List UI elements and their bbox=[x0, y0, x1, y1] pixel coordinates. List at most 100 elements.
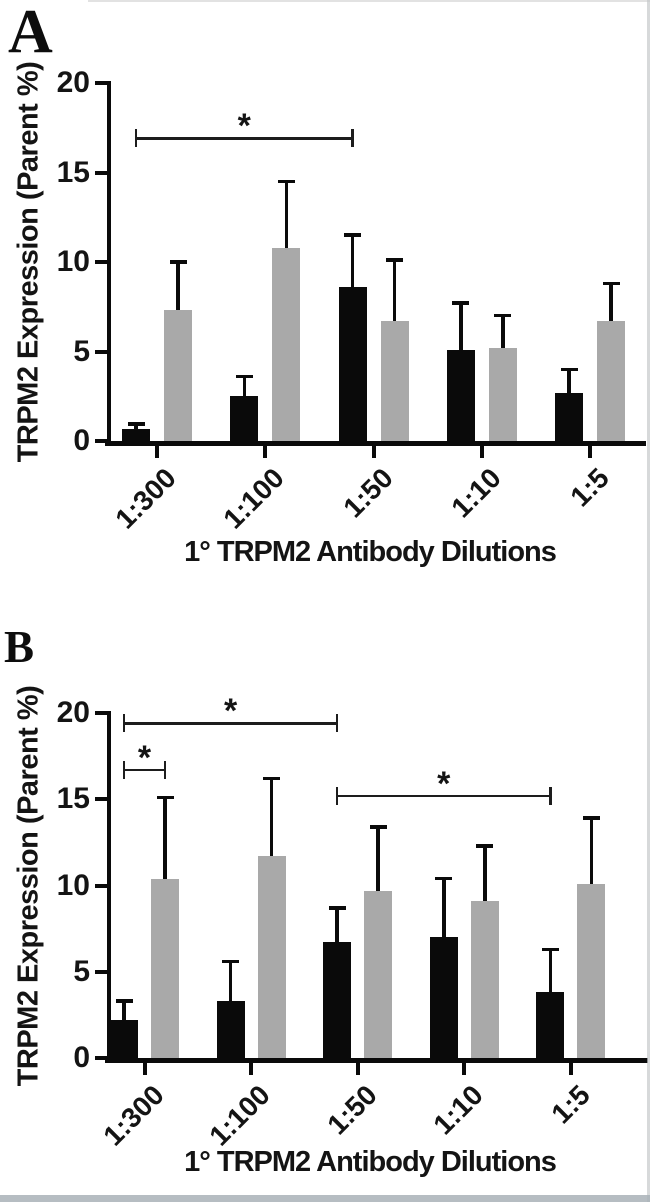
y-axis bbox=[107, 81, 111, 446]
error-bar bbox=[483, 845, 487, 901]
x-tick bbox=[371, 446, 376, 458]
y-tick-label: 15 bbox=[56, 782, 90, 816]
black-bar bbox=[110, 1020, 138, 1060]
gray-bar bbox=[380, 321, 409, 443]
error-bar-cap bbox=[560, 367, 578, 372]
error-bar-cap bbox=[169, 260, 187, 264]
error-bar bbox=[176, 262, 180, 311]
error-bar bbox=[609, 283, 613, 322]
x-tick bbox=[142, 1063, 147, 1075]
x-tick bbox=[263, 446, 268, 458]
error-bar bbox=[548, 949, 553, 993]
y-tick bbox=[95, 797, 107, 802]
black-bar bbox=[338, 287, 367, 443]
scan-artifact-bottom-edge bbox=[0, 1195, 650, 1202]
black-bar bbox=[323, 942, 352, 1060]
error-bar bbox=[269, 778, 274, 857]
error-bar-cap bbox=[127, 422, 145, 426]
significance-bracket-line bbox=[136, 137, 353, 140]
x-axis bbox=[105, 1058, 648, 1063]
significance-star: * bbox=[237, 107, 251, 146]
x-tick bbox=[462, 1063, 467, 1075]
black-bar bbox=[230, 396, 259, 443]
plot-area: 0 5 10 15 20 1:300 1:100 1:50 1:10 1:5 * bbox=[0, 0, 650, 600]
y-tick-label: 10 bbox=[56, 868, 90, 902]
error-bar-cap bbox=[344, 233, 362, 237]
x-tick bbox=[155, 446, 159, 458]
error-bar bbox=[501, 315, 505, 348]
error-bar-cap bbox=[476, 844, 494, 848]
significance-bracket-end bbox=[549, 786, 552, 805]
y-tick-label: 15 bbox=[56, 155, 90, 189]
black-bar bbox=[429, 937, 458, 1060]
y-tick bbox=[95, 439, 107, 443]
gray-bar bbox=[597, 321, 626, 443]
error-bar bbox=[242, 376, 247, 397]
y-tick-label: 0 bbox=[73, 1041, 90, 1074]
error-bar bbox=[134, 423, 138, 430]
x-axis-title: 1° TRPM2 Antibody Dilutions bbox=[184, 1146, 557, 1178]
y-tick bbox=[95, 969, 107, 974]
significance-bracket-end bbox=[351, 129, 354, 148]
significance-bracket-line bbox=[124, 768, 165, 772]
x-tick bbox=[568, 1063, 573, 1075]
significance-bracket-end bbox=[335, 786, 339, 805]
x-axis-title: 1° TRPM2 Antibody Dilutions bbox=[184, 536, 557, 568]
error-bar bbox=[442, 878, 446, 938]
significance-bracket-end bbox=[122, 714, 126, 733]
y-tick bbox=[95, 81, 107, 85]
x-axis bbox=[105, 441, 646, 446]
significance-bracket-end bbox=[134, 129, 138, 148]
black-bar bbox=[122, 429, 150, 443]
x-tick bbox=[249, 1063, 254, 1075]
error-bar-cap bbox=[328, 906, 346, 910]
error-bar-cap bbox=[156, 795, 174, 800]
error-bar bbox=[567, 369, 571, 393]
gray-bar bbox=[257, 856, 286, 1060]
significance-star: * bbox=[137, 738, 152, 777]
error-bar-cap bbox=[235, 374, 253, 379]
gray-bar bbox=[151, 878, 179, 1060]
black-bar bbox=[216, 1001, 245, 1060]
error-bar bbox=[376, 826, 380, 891]
y-tick-label: 20 bbox=[56, 696, 90, 729]
error-bar bbox=[228, 961, 233, 1002]
error-bar-cap bbox=[541, 947, 559, 952]
y-tick-label: 0 bbox=[73, 424, 90, 457]
y-tick-label: 5 bbox=[73, 334, 90, 368]
y-tick bbox=[95, 349, 107, 354]
panel-b-label: B bbox=[4, 622, 35, 672]
significance-star: * bbox=[437, 764, 451, 803]
x-tick bbox=[355, 1063, 360, 1075]
panel-a: A TRPM2 Expression (Parent %) 0 5 10 15 20 1:… bbox=[0, 0, 650, 600]
significance-star: * bbox=[223, 692, 238, 731]
error-bar-cap bbox=[222, 959, 240, 964]
gray-bar bbox=[164, 310, 192, 443]
y-tick bbox=[95, 711, 107, 715]
error-bar-cap bbox=[435, 876, 453, 881]
error-bar bbox=[163, 797, 167, 879]
y-tick-label: 5 bbox=[73, 954, 90, 988]
error-bar bbox=[284, 181, 289, 248]
x-tick bbox=[479, 446, 484, 458]
error-bar-cap bbox=[277, 179, 295, 184]
gray-bar bbox=[488, 347, 517, 443]
y-tick bbox=[95, 260, 107, 264]
significance-bracket-end bbox=[122, 760, 126, 779]
gray-bar bbox=[470, 901, 499, 1060]
scan-artifact-top-edge bbox=[88, 0, 650, 2]
black-bar bbox=[555, 392, 584, 443]
error-bar-cap bbox=[582, 816, 600, 820]
scan-artifact-right-edge bbox=[647, 0, 650, 1202]
gray-bar bbox=[364, 890, 393, 1060]
black-bar bbox=[536, 992, 565, 1060]
gray-bar bbox=[272, 247, 301, 443]
error-bar bbox=[589, 818, 594, 884]
plot-area: 0 5 10 15 20 1:300 1:100 1:50 1:10 1:5 * * * bbox=[0, 600, 650, 1202]
y-axis bbox=[107, 711, 111, 1063]
error-bar bbox=[335, 907, 339, 943]
panel-b: B TRPM2 Expression (Parent %) 0 5 10 15 20 1:… bbox=[0, 600, 650, 1202]
y-tick bbox=[95, 883, 107, 888]
y-tick-label: 10 bbox=[56, 245, 90, 278]
significance-bracket-line bbox=[124, 722, 338, 725]
